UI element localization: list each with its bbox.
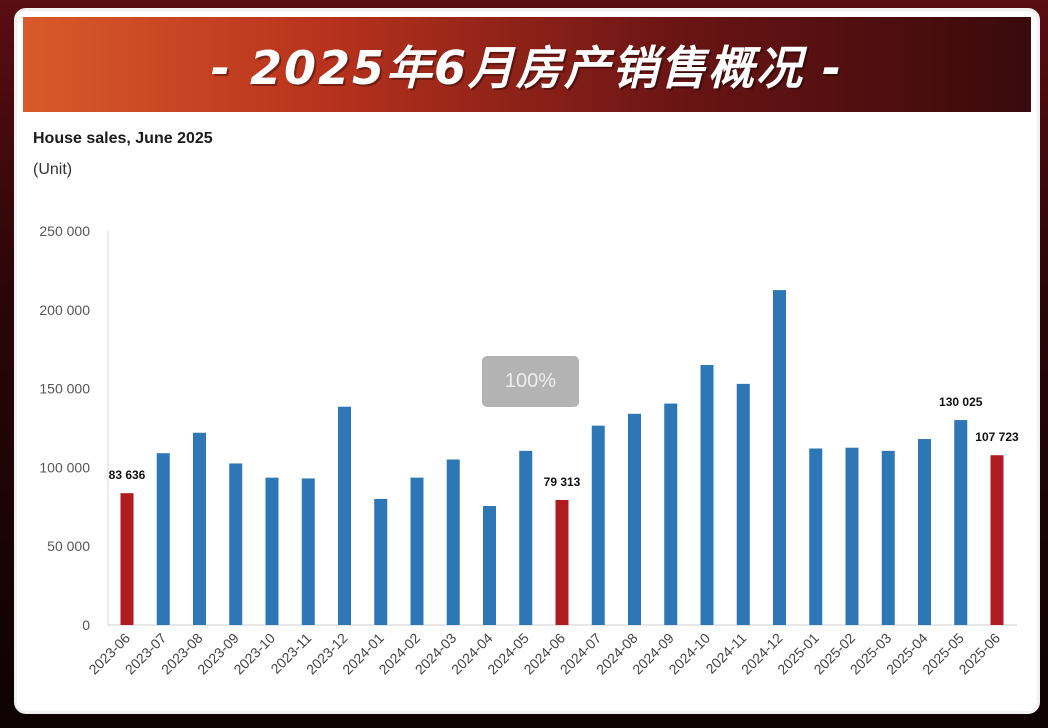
data-label: 130 025 (939, 395, 983, 409)
bar (809, 448, 823, 625)
bar (265, 477, 279, 625)
x-tick-label: 2025-06 (955, 630, 1003, 678)
chart-unit: (Unit) (33, 161, 73, 178)
bar (628, 413, 641, 625)
data-label: 83 636 (109, 468, 146, 482)
bar (301, 478, 315, 625)
y-tick-label: 50 000 (47, 538, 90, 554)
y-tick-label: 200 000 (39, 302, 90, 318)
bar (700, 364, 714, 625)
y-tick-label: 150 000 (39, 381, 90, 397)
bar (410, 477, 424, 625)
data-label: 79 313 (544, 475, 581, 489)
bar (483, 506, 496, 625)
chart-title: House sales, June 2025 (33, 130, 213, 147)
bar (193, 432, 206, 625)
title-banner: - 2025年6月房产销售概况 - (23, 17, 1031, 112)
bar (446, 459, 460, 625)
y-tick-label: 100 000 (39, 459, 90, 475)
bar (954, 420, 968, 625)
bar (845, 447, 859, 625)
bar (374, 498, 388, 625)
zoom-level-badge: 100% (482, 356, 579, 407)
bar (990, 455, 1004, 625)
banner-title: - 2025年6月房产销售概况 - (210, 40, 844, 95)
data-label: 107 723 (975, 430, 1019, 444)
chart-card: - 2025年6月房产销售概况 - House sales, June 2025… (14, 8, 1040, 714)
bar (918, 439, 931, 625)
bar (120, 493, 134, 625)
bar (773, 290, 786, 625)
bar (229, 463, 243, 625)
y-tick-label: 0 (82, 617, 90, 633)
bar (664, 403, 678, 625)
bar (338, 406, 351, 625)
bar (881, 450, 895, 625)
bar (591, 425, 605, 625)
bar (519, 450, 533, 625)
bar (156, 453, 170, 625)
bar (736, 383, 750, 625)
y-tick-label: 250 000 (39, 223, 90, 239)
bar (555, 500, 569, 625)
